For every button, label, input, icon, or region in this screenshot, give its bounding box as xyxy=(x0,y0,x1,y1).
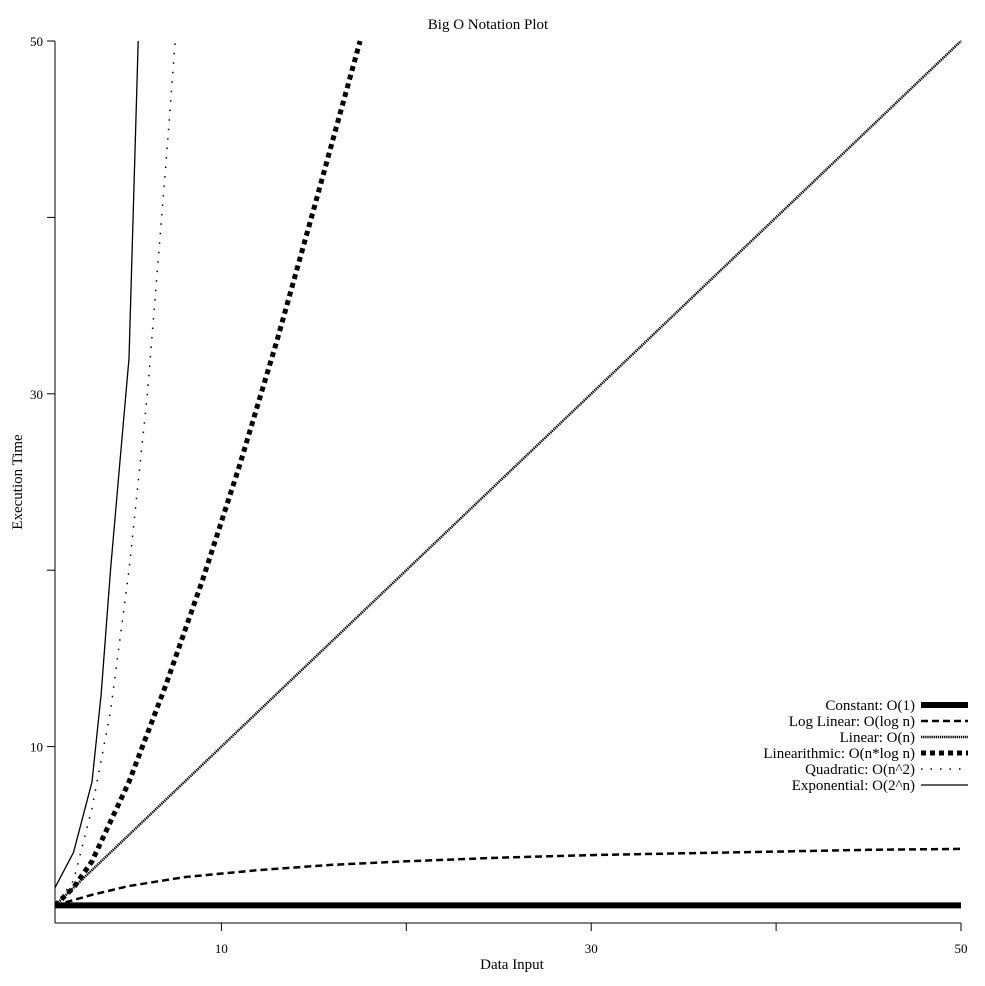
x-tick-label: 10 xyxy=(215,941,228,956)
legend-label-linearithmic: Linearithmic: O(n*log n) xyxy=(763,746,915,762)
x-axis-label: Data Input xyxy=(480,957,545,973)
series-line-linear xyxy=(55,40,962,907)
legend-label-loglinear: Log Linear: O(log n) xyxy=(789,714,915,730)
x-tick-label: 50 xyxy=(955,941,968,956)
series-line-exponential xyxy=(55,40,139,889)
series-line-loglinear xyxy=(55,847,962,907)
axes: 10 30 50 10 30 50 xyxy=(30,34,968,956)
series-layer xyxy=(55,40,962,909)
series-line-quadratic xyxy=(55,40,176,906)
series-line-linearithmic xyxy=(55,40,363,908)
legend-label-linear: Linear: O(n) xyxy=(840,730,915,746)
y-axis-label: Execution Time xyxy=(10,434,26,530)
y-tick-label: 50 xyxy=(30,34,43,49)
legend-label-constant: Constant: O(1) xyxy=(825,698,915,714)
y-tick-label: 30 xyxy=(30,387,43,402)
y-tick-label: 10 xyxy=(30,740,43,755)
legend-label-quadratic: Quadratic: O(n^2) xyxy=(805,762,915,778)
legend: Constant: O(1)Log Linear: O(log n)Linear… xyxy=(763,698,968,794)
legend-label-exponential: Exponential: O(2^n) xyxy=(792,778,915,794)
x-tick-label: 30 xyxy=(585,941,598,956)
chart-title: Big O Notation Plot xyxy=(428,17,549,33)
